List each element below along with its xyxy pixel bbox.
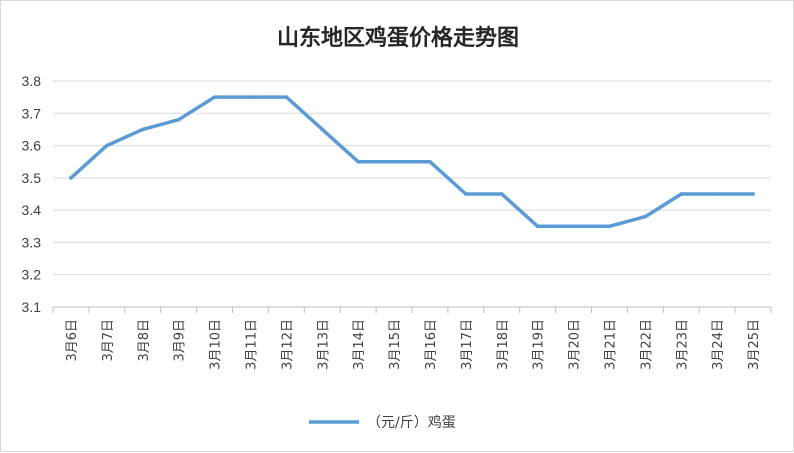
legend: （元/斤）鸡蛋 — [309, 414, 456, 431]
y-tick-label: 3.7 — [22, 105, 42, 121]
x-tick-label: 3月19日 — [532, 319, 547, 370]
x-tick-label: 3月24日 — [711, 319, 726, 370]
data-point — [356, 159, 360, 164]
x-tick-label: 3月13日 — [316, 319, 331, 370]
data-point — [248, 95, 253, 99]
data-point — [464, 192, 468, 196]
y-tick-label: 3.1 — [22, 299, 42, 315]
legend-label: （元/斤）鸡蛋 — [367, 414, 456, 431]
data-point — [607, 224, 612, 229]
x-tick-label: 3月16日 — [424, 319, 439, 370]
data-point — [176, 117, 181, 122]
x-tick-label: 3月18日 — [496, 319, 511, 370]
x-tick-label: 3月15日 — [388, 319, 403, 370]
y-tick-label: 3.2 — [22, 267, 42, 283]
data-point — [392, 159, 396, 164]
x-tick-label: 3月12日 — [280, 319, 295, 370]
x-tick-label: 3月8日 — [137, 319, 152, 362]
x-axis: 3月6日 3月7日 3月8日 3月9日 3月10日 3月11日 3月12日 3月13日 3月14… — [52, 306, 772, 370]
data-point — [428, 159, 432, 164]
y-tick-label: 3.3 — [22, 234, 42, 250]
x-tick-label: 3月22日 — [639, 319, 654, 370]
series-group — [69, 95, 755, 229]
x-tick-label: 3月21日 — [603, 319, 618, 370]
data-point — [105, 143, 109, 148]
data-point — [69, 176, 73, 180]
data-point — [571, 224, 576, 229]
gridlines — [53, 80, 771, 276]
series-line — [69, 95, 755, 229]
y-tick-label: 3.8 — [22, 73, 42, 89]
data-point — [535, 224, 540, 229]
x-tick-label: 3月9日 — [173, 319, 188, 362]
data-point — [679, 192, 684, 196]
y-axis-ticks: 3.1 3.2 3.3 3.4 3.5 3.6 3.7 3.8 — [22, 73, 42, 315]
data-point — [643, 214, 648, 219]
data-point — [212, 95, 217, 99]
x-tick-label: 3月25日 — [747, 319, 762, 370]
data-point — [751, 192, 755, 196]
x-tick-label: 3月23日 — [675, 319, 690, 370]
data-point — [715, 192, 719, 196]
x-tick-label: 3月14日 — [352, 319, 367, 370]
data-point — [320, 127, 325, 132]
data-point — [140, 127, 145, 132]
y-tick-label: 3.4 — [22, 202, 42, 218]
x-tick-label: 3月10日 — [209, 319, 224, 370]
x-tick-label: 3月20日 — [568, 319, 583, 370]
x-tick-label: 3月7日 — [101, 319, 116, 362]
x-tick-label: 3月17日 — [460, 319, 475, 370]
y-tick-label: 3.5 — [22, 170, 42, 186]
y-tick-label: 3.6 — [22, 138, 42, 154]
chart-title: 山东地区鸡蛋价格走势图 — [277, 25, 519, 51]
data-point — [284, 95, 289, 99]
x-tick-label: 3月6日 — [65, 319, 80, 362]
x-tick-label: 3月11日 — [244, 319, 259, 370]
data-point — [499, 192, 504, 196]
